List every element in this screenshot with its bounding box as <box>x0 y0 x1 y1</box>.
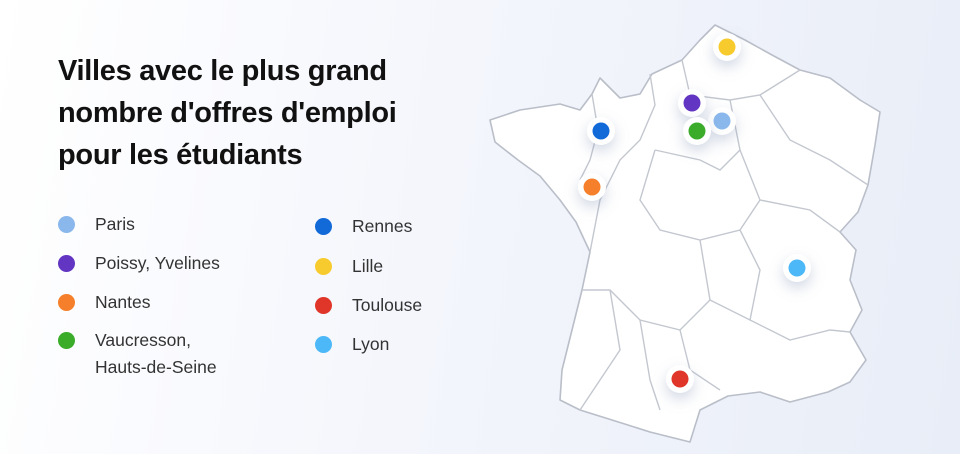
legend-label: Toulouse <box>352 295 423 315</box>
pin-dot <box>583 178 601 196</box>
legend-item: Vaucresson, Hauts-de-Seine <box>58 327 245 381</box>
legend-dot <box>58 216 75 233</box>
legend-item: Paris <box>58 211 285 238</box>
legend-dot <box>58 255 75 272</box>
legend-label: Lille <box>352 256 384 276</box>
legend-dot <box>58 332 75 349</box>
legend-label: Rennes <box>352 216 413 236</box>
map-pin <box>708 107 736 135</box>
legend-label: Paris <box>95 214 135 234</box>
legend-dot <box>315 297 332 314</box>
legend-label: Lyon <box>352 334 390 354</box>
map-pin <box>578 173 606 201</box>
pin-dot <box>671 370 689 388</box>
legend-label: Nantes <box>95 292 151 312</box>
map-pin <box>678 89 706 117</box>
legend-dot <box>315 336 332 353</box>
legend-item: Poissy, Yvelines <box>58 250 285 277</box>
pin-dot <box>683 94 701 112</box>
legend-item: Lille <box>315 253 542 280</box>
legend-dot <box>315 218 332 235</box>
legend-item: Toulouse <box>315 292 542 319</box>
legend-item: Rennes <box>315 213 542 240</box>
legend-item: Lyon <box>315 331 542 358</box>
legend-label: Vaucresson, Hauts-de-Seine <box>95 330 217 377</box>
legend-item: Nantes <box>58 289 285 316</box>
map-pin <box>783 254 811 282</box>
pin-dot <box>592 122 610 140</box>
pin-dot <box>713 112 731 130</box>
legend-label: Poissy, Yvelines <box>95 253 220 273</box>
map-pin <box>666 365 694 393</box>
pin-dot <box>688 122 706 140</box>
map-pin <box>587 117 615 145</box>
pin-dot <box>718 38 736 56</box>
map-pin <box>713 33 741 61</box>
legend-dot <box>58 294 75 311</box>
title: Villes avec le plus grand nombre d'offre… <box>58 55 397 171</box>
pin-dot <box>788 259 806 277</box>
legend-dot <box>315 258 332 275</box>
map-pin <box>683 117 711 145</box>
